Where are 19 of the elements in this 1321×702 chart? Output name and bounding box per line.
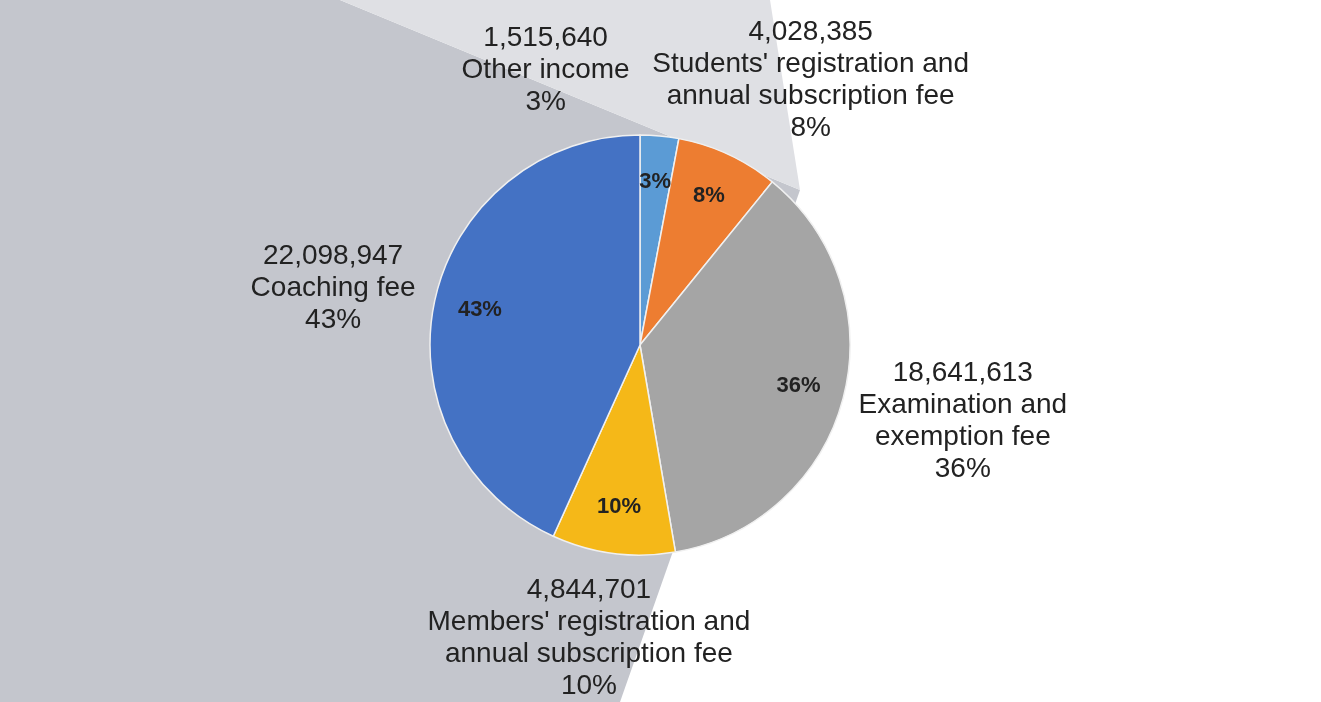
slice-label: Other income (461, 52, 630, 84)
data-label: 18,641,613 (892, 356, 1033, 388)
data-label: 4,028,385 (748, 14, 873, 46)
slice-label: Coaching fee (250, 270, 416, 302)
data-label: 22,098,947 (263, 238, 404, 270)
text: 36% (934, 452, 991, 484)
text: 8% (692, 182, 725, 208)
data-label: 4,844,701 (526, 573, 652, 605)
text: 8% (790, 110, 831, 142)
text: 43% (457, 296, 502, 322)
text: 36% (776, 372, 821, 398)
slice-label: Examination and exemption fee (858, 388, 1068, 452)
data-label: 1,515,640 (483, 20, 608, 52)
slice-label: Students' registration and annual subscription fee (652, 46, 969, 110)
text: 10% (597, 493, 642, 519)
text: 43% (305, 302, 362, 334)
text: 10% (560, 669, 617, 701)
text: 3% (525, 84, 566, 116)
slice-label: Members' registration and annual subscription fee (427, 605, 751, 669)
